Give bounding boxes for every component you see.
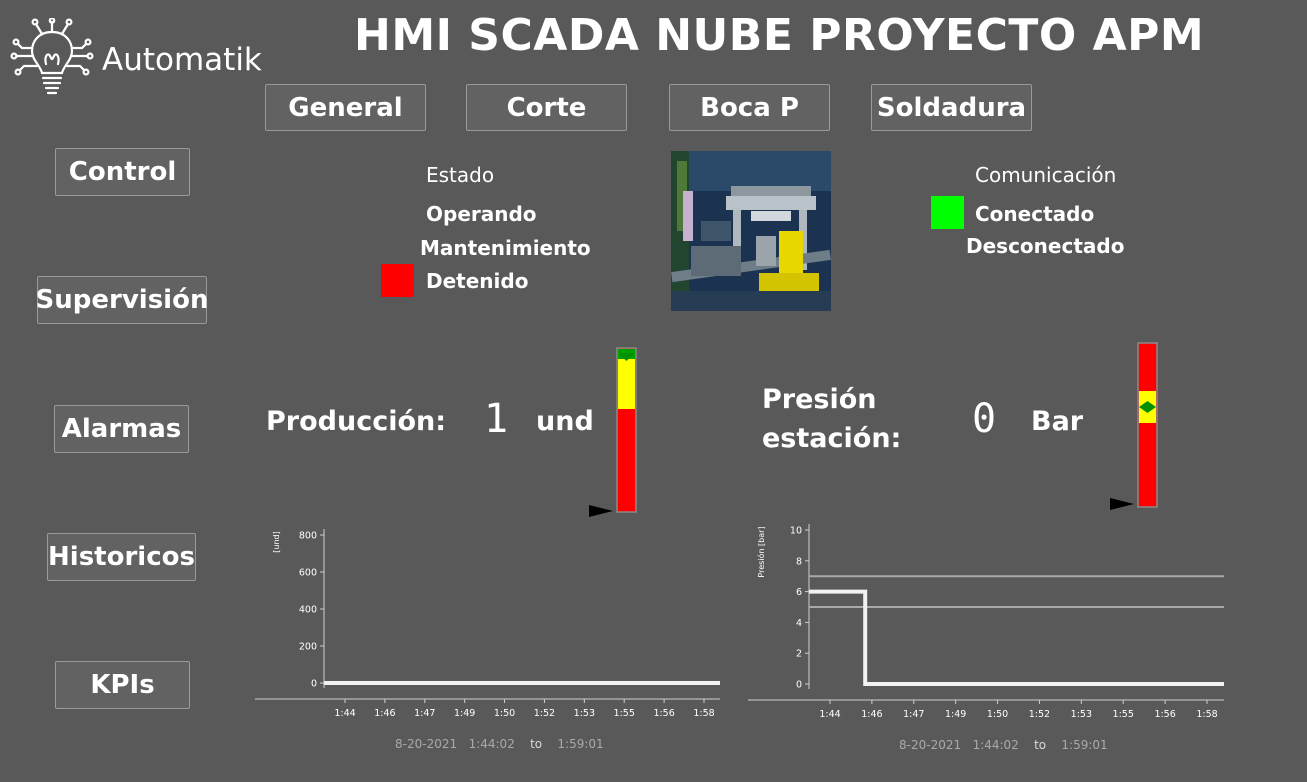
y-tick-label: 2 (796, 649, 802, 660)
x-tick-label: 1:55 (1113, 709, 1134, 720)
produccion-chart-footer: 8-20-2021 1:44:02 to 1:59:01 (395, 737, 604, 751)
x-tick-label: 1:52 (1029, 709, 1050, 720)
y-tick-label: 800 (299, 531, 317, 542)
y-axis-label: [und] (272, 531, 281, 552)
comunicacion-desconectado: Desconectado (966, 234, 1125, 258)
y-tick-label: 10 (790, 526, 802, 537)
produccion-gauge-pointer (589, 505, 613, 517)
estado-indicator (381, 264, 414, 297)
nav-kpis[interactable]: KPIs (55, 661, 190, 709)
produccion-footer-to-label: to (530, 737, 543, 751)
presion-footer-to: 1:59:01 (1061, 738, 1108, 752)
produccion-footer-date: 8-20-2021 (395, 737, 458, 751)
produccion-chart: 800 600 400 200 0 [und] 1:44 1:46 1:47 1:49 1:50 1:… (255, 529, 720, 719)
lightbulb-circuit-icon (10, 18, 94, 95)
tab-soldadura[interactable]: Soldadura (871, 84, 1032, 131)
presion-chart: 10 8 6 4 2 0 Presión [bar] 1:44 1:46 1:47 1:49 1:50… (748, 524, 1224, 720)
x-tick-label: 1:56 (653, 708, 674, 719)
y-tick-label: 600 (299, 568, 317, 579)
machine-image (671, 151, 831, 311)
page-title: HMI SCADA NUBE PROYECTO APM (354, 10, 1205, 61)
tab-general[interactable]: General (265, 84, 426, 131)
x-tick-label: 1:46 (861, 709, 882, 720)
x-tick-label: 1:49 (945, 709, 966, 720)
nav-control[interactable]: Control (55, 148, 190, 196)
tab-boca-p[interactable]: Boca P (669, 84, 830, 131)
x-tick-label: 1:44 (819, 709, 840, 720)
series-line (809, 589, 1224, 686)
comunicacion-label: Comunicación (975, 163, 1117, 187)
y-tick-label: 0 (796, 680, 802, 691)
x-tick-label: 1:47 (414, 708, 435, 719)
estado-mantenimiento: Mantenimiento (420, 236, 591, 260)
x-tick-label: 1:58 (693, 708, 714, 719)
estado-detenido: Detenido (426, 269, 529, 293)
produccion-gauge (586, 345, 642, 520)
produccion-unit: und (536, 406, 594, 437)
presion-unit: Bar (1031, 406, 1084, 437)
presion-footer-to-label: to (1034, 738, 1047, 752)
x-tick-label: 1:46 (374, 708, 395, 719)
x-tick-label: 1:58 (1196, 709, 1217, 720)
tab-corte[interactable]: Corte (466, 84, 627, 131)
presion-footer-from: 1:44:02 (972, 738, 1019, 752)
estado-label: Estado (426, 163, 495, 187)
nav-supervision[interactable]: Supervisión (36, 276, 208, 324)
presion-value: 0 (972, 396, 997, 442)
y-tick-label: 200 (299, 642, 317, 653)
y-tick-label: 8 (796, 556, 802, 567)
x-tick-label: 1:56 (1154, 709, 1175, 720)
x-tick-label: 1:53 (574, 708, 595, 719)
estado-operando: Operando (426, 202, 537, 226)
presion-chart-footer: 8-20-2021 1:44:02 to 1:59:01 (899, 738, 1108, 752)
presion-gauge-pointer (1110, 498, 1134, 510)
x-tick-label: 1:50 (987, 709, 1008, 720)
presion-footer-date: 8-20-2021 (899, 738, 962, 752)
nav-historicos[interactable]: Historicos (47, 533, 196, 581)
x-tick-label: 1:44 (334, 708, 355, 719)
comunicacion-indicator (931, 196, 964, 229)
comunicacion-conectado: Conectado (975, 202, 1095, 226)
y-tick-label: 6 (796, 587, 802, 598)
nav-alarmas[interactable]: Alarmas (54, 405, 189, 453)
presion-label-line2: estación: (762, 423, 902, 454)
x-tick-label: 1:52 (534, 708, 555, 719)
produccion-footer-to: 1:59:01 (557, 737, 604, 751)
logo: Automatik (10, 18, 262, 104)
y-tick-label: 0 (311, 679, 317, 690)
y-tick-label: 4 (796, 618, 802, 629)
presion-label-line1: Presión (762, 384, 877, 415)
x-tick-label: 1:55 (614, 708, 635, 719)
produccion-footer-from: 1:44:02 (468, 737, 515, 751)
produccion-label: Producción: (266, 406, 447, 437)
y-axis-label: Presión [bar] (756, 526, 766, 577)
x-tick-label: 1:50 (494, 708, 515, 719)
produccion-value: 1 (484, 396, 509, 442)
presion-gauge (1107, 340, 1163, 515)
y-tick-label: 400 (299, 605, 317, 616)
x-tick-label: 1:53 (1071, 709, 1092, 720)
logo-text: Automatik (102, 42, 262, 78)
x-tick-label: 1:49 (454, 708, 475, 719)
x-tick-label: 1:47 (903, 709, 924, 720)
